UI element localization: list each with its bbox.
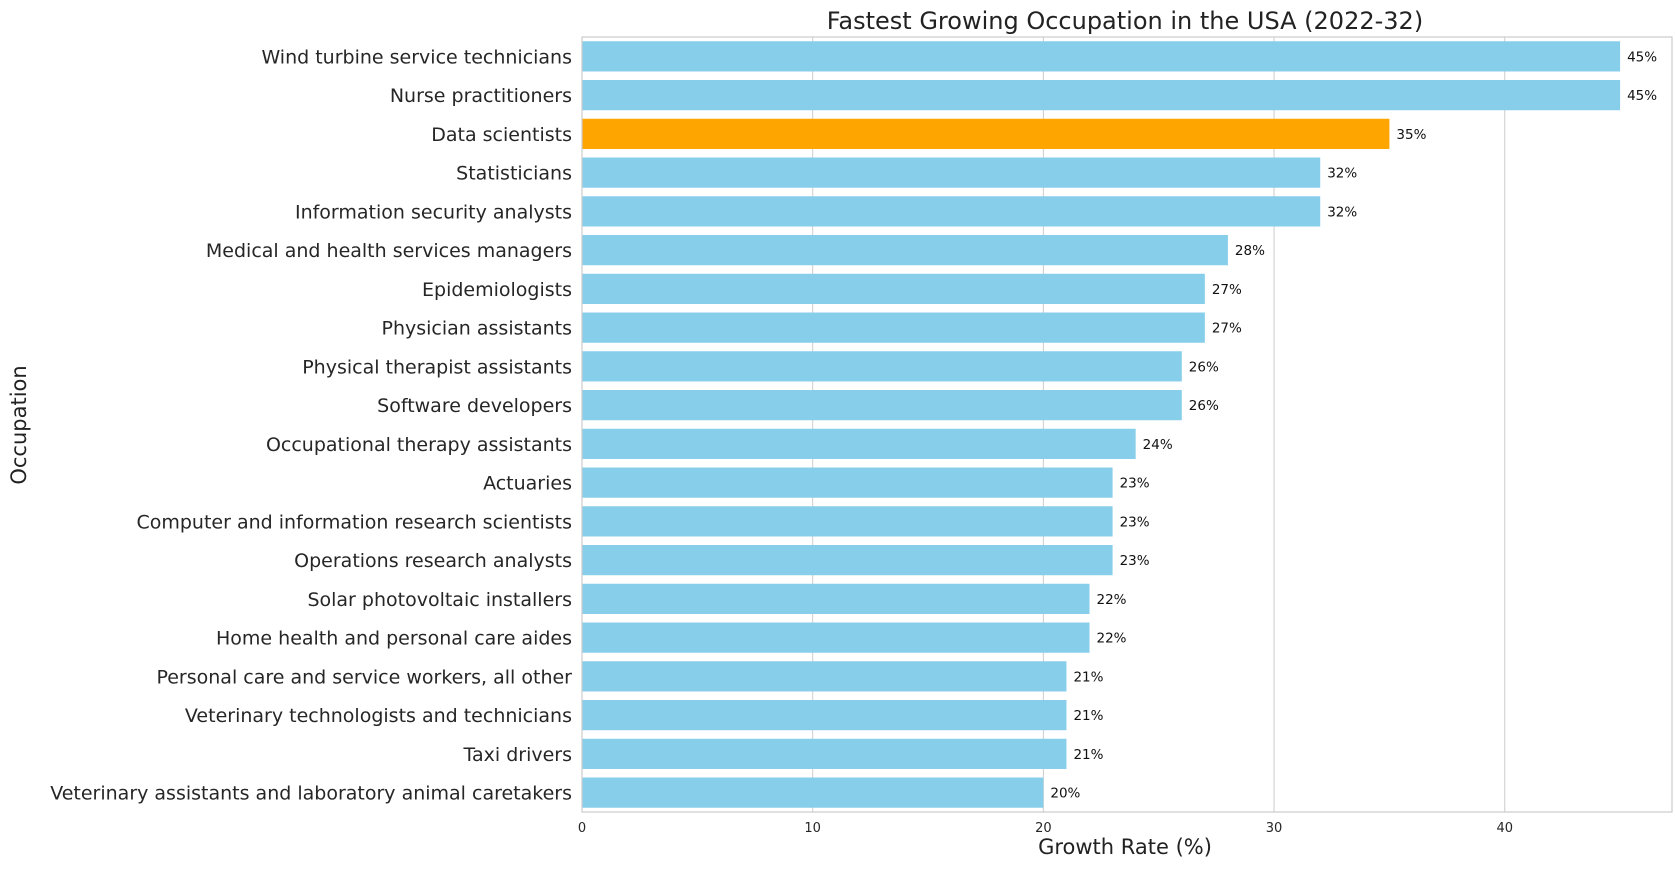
bar xyxy=(582,80,1621,111)
y-category-label: Physical therapist assistants xyxy=(302,356,572,378)
y-category-label: Personal care and service workers, all o… xyxy=(156,666,572,688)
data-label: 23% xyxy=(1120,476,1150,492)
data-label: 22% xyxy=(1097,592,1127,608)
y-category-label: Physician assistants xyxy=(382,318,572,340)
y-category-label: Data scientists xyxy=(431,124,572,146)
data-label: 26% xyxy=(1189,359,1219,375)
bar xyxy=(582,196,1321,227)
bar xyxy=(582,428,1136,459)
data-label: 35% xyxy=(1396,127,1426,143)
x-tick-label: 0 xyxy=(578,821,586,836)
data-label: 24% xyxy=(1143,437,1173,453)
data-label: 28% xyxy=(1235,243,1265,259)
data-label: 45% xyxy=(1627,49,1657,65)
data-label: 26% xyxy=(1189,398,1219,414)
bar xyxy=(582,273,1205,304)
bar xyxy=(582,506,1113,537)
x-axis-label: Growth Rate (%) xyxy=(1038,835,1212,859)
bar xyxy=(582,235,1228,266)
y-category-label: Nurse practitioners xyxy=(390,85,572,107)
plot-frame xyxy=(581,36,1673,813)
data-label: 23% xyxy=(1120,514,1150,530)
data-label: 21% xyxy=(1073,669,1103,685)
y-category-label: Medical and health services managers xyxy=(206,240,572,262)
data-label: 27% xyxy=(1212,282,1242,298)
y-category-label: Statisticians xyxy=(456,163,572,185)
bar xyxy=(582,700,1067,731)
bar xyxy=(582,157,1321,188)
bar xyxy=(582,777,1044,808)
bar xyxy=(582,545,1113,576)
y-category-label: Veterinary assistants and laboratory ani… xyxy=(50,783,572,805)
bar xyxy=(582,312,1205,343)
data-label: 32% xyxy=(1327,166,1357,182)
y-category-label: Wind turbine service technicians xyxy=(261,46,572,68)
chart-title: Fastest Growing Occupation in the USA (2… xyxy=(827,7,1423,35)
bar xyxy=(582,351,1182,382)
bar xyxy=(582,41,1621,72)
bar xyxy=(582,390,1182,421)
data-label: 21% xyxy=(1073,708,1103,724)
y-category-label: Information security analysts xyxy=(295,201,572,223)
bars xyxy=(582,41,1621,808)
bar xyxy=(582,661,1067,692)
bar xyxy=(582,583,1090,614)
x-tick-label: 30 xyxy=(1266,821,1283,836)
y-category-label: Actuaries xyxy=(483,473,572,495)
bar xyxy=(582,738,1067,769)
y-category-label: Software developers xyxy=(377,395,572,417)
data-label: 23% xyxy=(1120,553,1150,569)
y-category-label: Epidemiologists xyxy=(422,279,572,301)
data-label: 21% xyxy=(1073,747,1103,763)
bar xyxy=(582,118,1390,149)
data-label: 22% xyxy=(1097,631,1127,647)
y-axis-category-labels: Wind turbine service technicians Nurse pr… xyxy=(50,46,572,804)
x-tick-label: 20 xyxy=(1035,821,1052,836)
data-label: 32% xyxy=(1327,204,1357,220)
bar xyxy=(582,622,1090,653)
bar xyxy=(582,467,1113,498)
data-label: 20% xyxy=(1050,786,1080,802)
y-category-label: Operations research analysts xyxy=(294,550,572,572)
gridlines xyxy=(581,37,1506,812)
data-label: 27% xyxy=(1212,321,1242,337)
y-category-label: Computer and information research scient… xyxy=(136,511,572,533)
y-category-label: Occupational therapy assistants xyxy=(266,434,572,456)
y-category-label: Solar photovoltaic installers xyxy=(307,589,572,611)
x-axis-tick-labels: 0 10 20 30 40 xyxy=(578,821,1513,836)
y-axis-label: Occupation xyxy=(7,365,31,484)
data-labels: 45% 45% 35% 32% 32% 28% 27% 27% 26% 26% 24% 23% 23% 2… xyxy=(1050,49,1657,801)
y-category-label: Home health and personal care aides xyxy=(216,628,572,650)
y-category-label: Taxi drivers xyxy=(463,744,572,766)
x-tick-label: 40 xyxy=(1496,821,1513,836)
x-tick-label: 10 xyxy=(804,821,821,836)
y-category-label: Veterinary technologists and technicians xyxy=(185,705,572,727)
data-label: 45% xyxy=(1627,88,1657,104)
